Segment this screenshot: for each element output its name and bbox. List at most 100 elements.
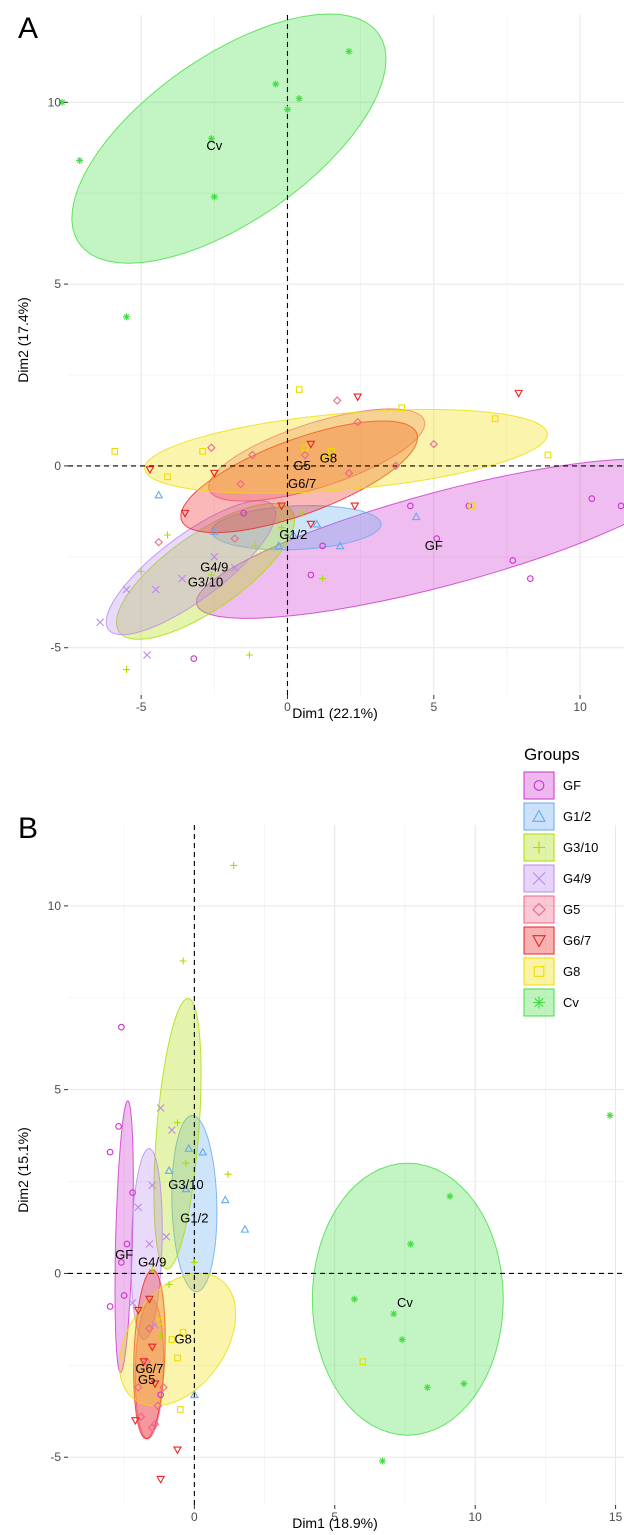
a-xtick-label: 10: [573, 700, 587, 714]
a-point-g8: [111, 448, 119, 455]
panel-b-ylabel: Dim2 (15.1%): [15, 1127, 31, 1213]
b-point-g3-10: [182, 1159, 190, 1167]
a-point-g4-9: [122, 585, 131, 594]
legend-symbol-g8: [533, 966, 545, 977]
a-point-g5: [391, 461, 401, 471]
a-ytick-label: 5: [54, 277, 61, 291]
a-point-g5: [154, 537, 163, 547]
a-point-gf: [240, 509, 247, 517]
b-group-label: G4/9: [138, 1254, 166, 1269]
a-group-label: G3/10: [188, 574, 223, 589]
legend-key-g6-7: [523, 926, 555, 955]
a-point-g6-7: [306, 440, 316, 449]
a-ellipse-g8: [144, 409, 548, 494]
b-point-g3-10: [179, 957, 187, 965]
a-ytick-label: 10: [48, 95, 62, 109]
a-group-label: G4/9: [200, 560, 228, 575]
b-point-g3-10: [165, 1280, 173, 1288]
b-point-cv: [390, 1310, 398, 1318]
a-point-g1-2: [312, 519, 322, 528]
a-point-cv: [76, 156, 84, 164]
a-point-g3-10: [163, 531, 171, 539]
b-point-gf: [118, 1023, 125, 1031]
a-point-g8: [295, 386, 303, 393]
a-point-g4-9: [96, 618, 105, 627]
b-point-g5: [147, 1423, 157, 1433]
legend-key-gf: [523, 771, 555, 800]
b-point-cv: [379, 1457, 387, 1465]
a-group-label: Cv: [206, 138, 222, 153]
b-point-g1-2: [240, 1224, 250, 1233]
a-point-g6-7: [145, 466, 155, 475]
b-ellipse-g4-9: [130, 1147, 163, 1341]
legend-symbol-g6-7: [532, 935, 546, 948]
b-group-label: G3/10: [168, 1177, 203, 1192]
b-point-g3-10: [230, 861, 238, 869]
b-ytick-label: 0: [54, 1266, 61, 1280]
a-group-label: G6/7: [288, 476, 316, 491]
panel-a-xlabel: Dim1 (22.1%): [292, 705, 378, 721]
b-point-g3-10: [148, 1266, 156, 1274]
b-ytick-label: 5: [54, 1083, 61, 1097]
b-point-gf: [120, 1292, 128, 1299]
a-point-gf: [433, 535, 441, 542]
a-point-cv: [123, 313, 131, 321]
a-point-g6-7: [180, 509, 190, 518]
legend-symbol-cv: [533, 996, 545, 1009]
b-point-g3-10: [157, 1332, 165, 1340]
b-group-label: G1/2: [180, 1210, 208, 1225]
panel-b-label: B: [18, 812, 38, 845]
b-point-g6-7: [144, 1295, 154, 1304]
b-point-g4-9: [168, 1126, 176, 1134]
a-point-g1-2: [274, 541, 284, 550]
b-point-cv: [398, 1336, 406, 1344]
b-ellipse-g3-10: [153, 997, 202, 1270]
a-point-g5: [344, 468, 354, 478]
a-point-g5: [429, 439, 439, 449]
a-point-g8: [301, 444, 309, 452]
legend-symbol-g4-9: [532, 872, 546, 885]
a-point-gf: [509, 557, 517, 564]
a-point-g4-9: [151, 585, 160, 594]
b-group-label: GF: [115, 1247, 133, 1262]
a-point-g6-7: [306, 520, 316, 529]
b-point-g1-2: [181, 1184, 191, 1193]
b-point-g6-7: [139, 1358, 149, 1367]
b-ellipse-g6-7: [133, 1269, 166, 1440]
a-point-cv: [210, 193, 218, 201]
legend-symbol-gf: [533, 780, 545, 791]
a-point-g1-2: [288, 530, 298, 539]
b-xtick-label: 5: [331, 1510, 338, 1524]
b-point-cv: [423, 1383, 431, 1391]
a-point-g3-10: [207, 571, 215, 579]
b-point-g4-9: [145, 1240, 154, 1248]
b-point-cv: [446, 1192, 454, 1200]
a-point-g6-7: [277, 502, 287, 511]
a-point-g5: [353, 417, 362, 427]
a-point-g3-10: [319, 575, 327, 583]
a-ellipse-g4-9: [105, 500, 277, 636]
legend-symbol-g5: [532, 902, 546, 917]
a-point-g8: [491, 415, 499, 422]
b-point-g6-7: [133, 1306, 143, 1315]
a-point-g5: [207, 443, 216, 453]
a-point-g4-9: [210, 552, 219, 561]
a-point-gf: [319, 542, 326, 550]
b-point-g8: [174, 1354, 181, 1362]
b-point-g1-2: [164, 1165, 174, 1174]
a-point-g6-7: [353, 393, 363, 402]
b-ytick-label: 10: [48, 899, 62, 913]
b-point-g4-9: [156, 1104, 165, 1112]
b-ellipse-g8: [118, 1272, 237, 1407]
a-point-g8: [398, 404, 405, 412]
a-point-gf: [527, 575, 534, 582]
b-point-g1-2: [220, 1195, 230, 1204]
a-point-g8: [199, 448, 206, 455]
panel-a-ylabel: Dim2 (17.4%): [15, 297, 31, 383]
b-point-g4-9: [148, 1181, 157, 1190]
panel-b-xlabel: Dim1 (18.9%): [292, 1515, 378, 1531]
a-point-g3-10: [245, 651, 253, 659]
b-point-g3-10: [190, 1258, 198, 1266]
